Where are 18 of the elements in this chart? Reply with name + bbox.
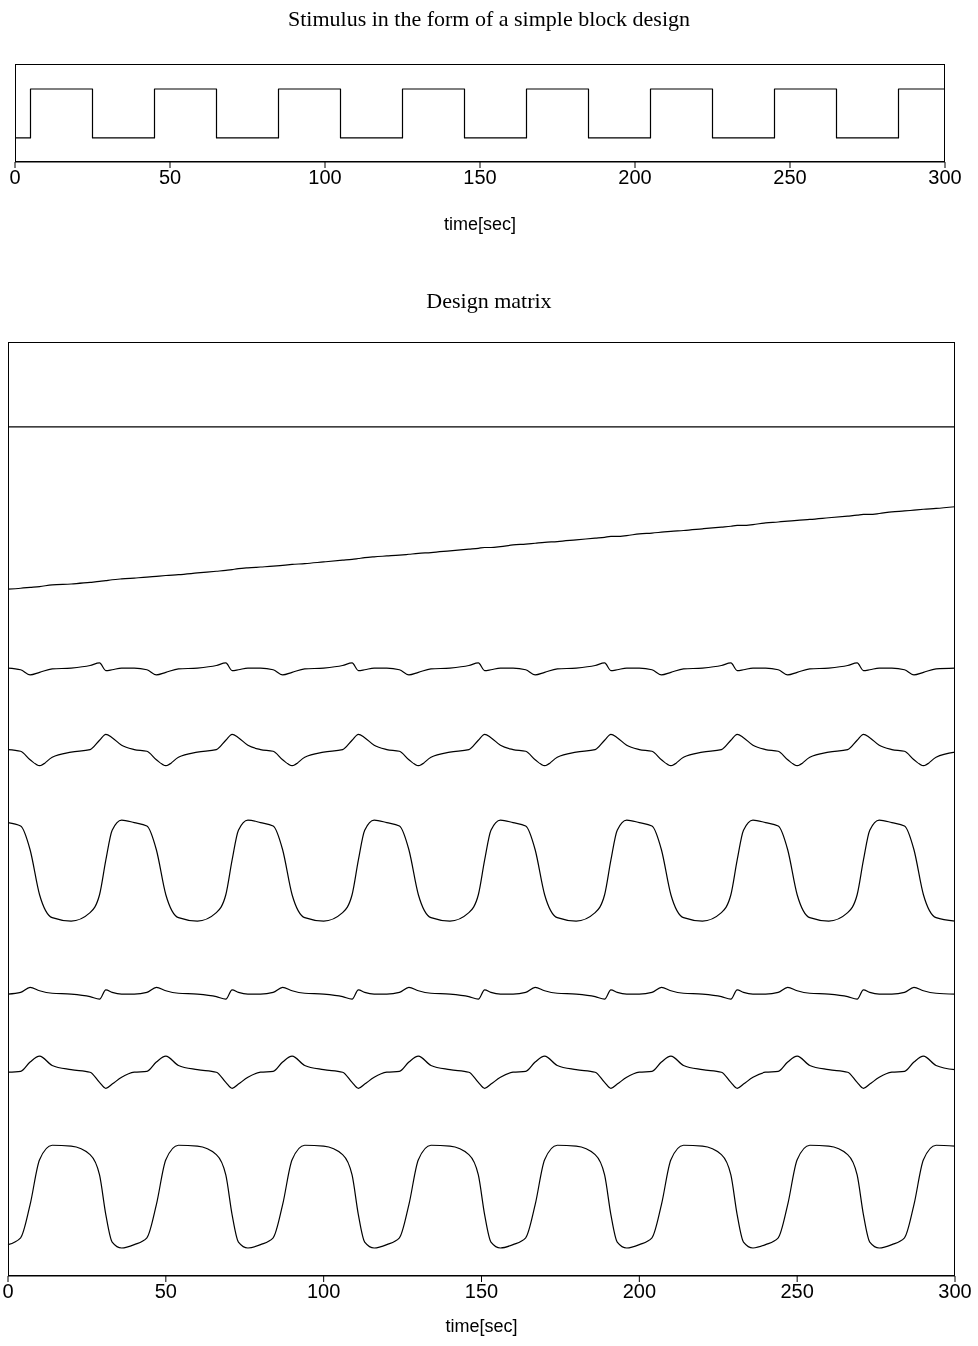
x-tick-label: 200 bbox=[622, 1280, 657, 1303]
x-tick-label: 200 bbox=[618, 166, 652, 189]
chart-title: Stimulus in the form of a simple block design bbox=[286, 6, 692, 32]
x-tick-label: 100 bbox=[308, 166, 342, 189]
x-tick-label: 100 bbox=[306, 1280, 341, 1303]
x-tick-label: 50 bbox=[158, 166, 182, 189]
chart-title: Design matrix bbox=[425, 288, 553, 314]
x-tick-label: 250 bbox=[773, 166, 807, 189]
x-tick-label: 0 bbox=[9, 166, 21, 189]
x-tick-label: 300 bbox=[928, 166, 962, 189]
x-tick-label: 250 bbox=[780, 1280, 814, 1303]
x-tick-label: 50 bbox=[154, 1280, 177, 1303]
x-tick-label: 150 bbox=[463, 166, 497, 189]
x-axis-title: time[sec] bbox=[443, 214, 517, 235]
x-tick-label: 150 bbox=[464, 1280, 499, 1303]
x-axis-title: time[sec] bbox=[444, 1316, 519, 1337]
x-tick-label: 300 bbox=[938, 1280, 972, 1303]
x-tick-label: 0 bbox=[2, 1280, 14, 1303]
